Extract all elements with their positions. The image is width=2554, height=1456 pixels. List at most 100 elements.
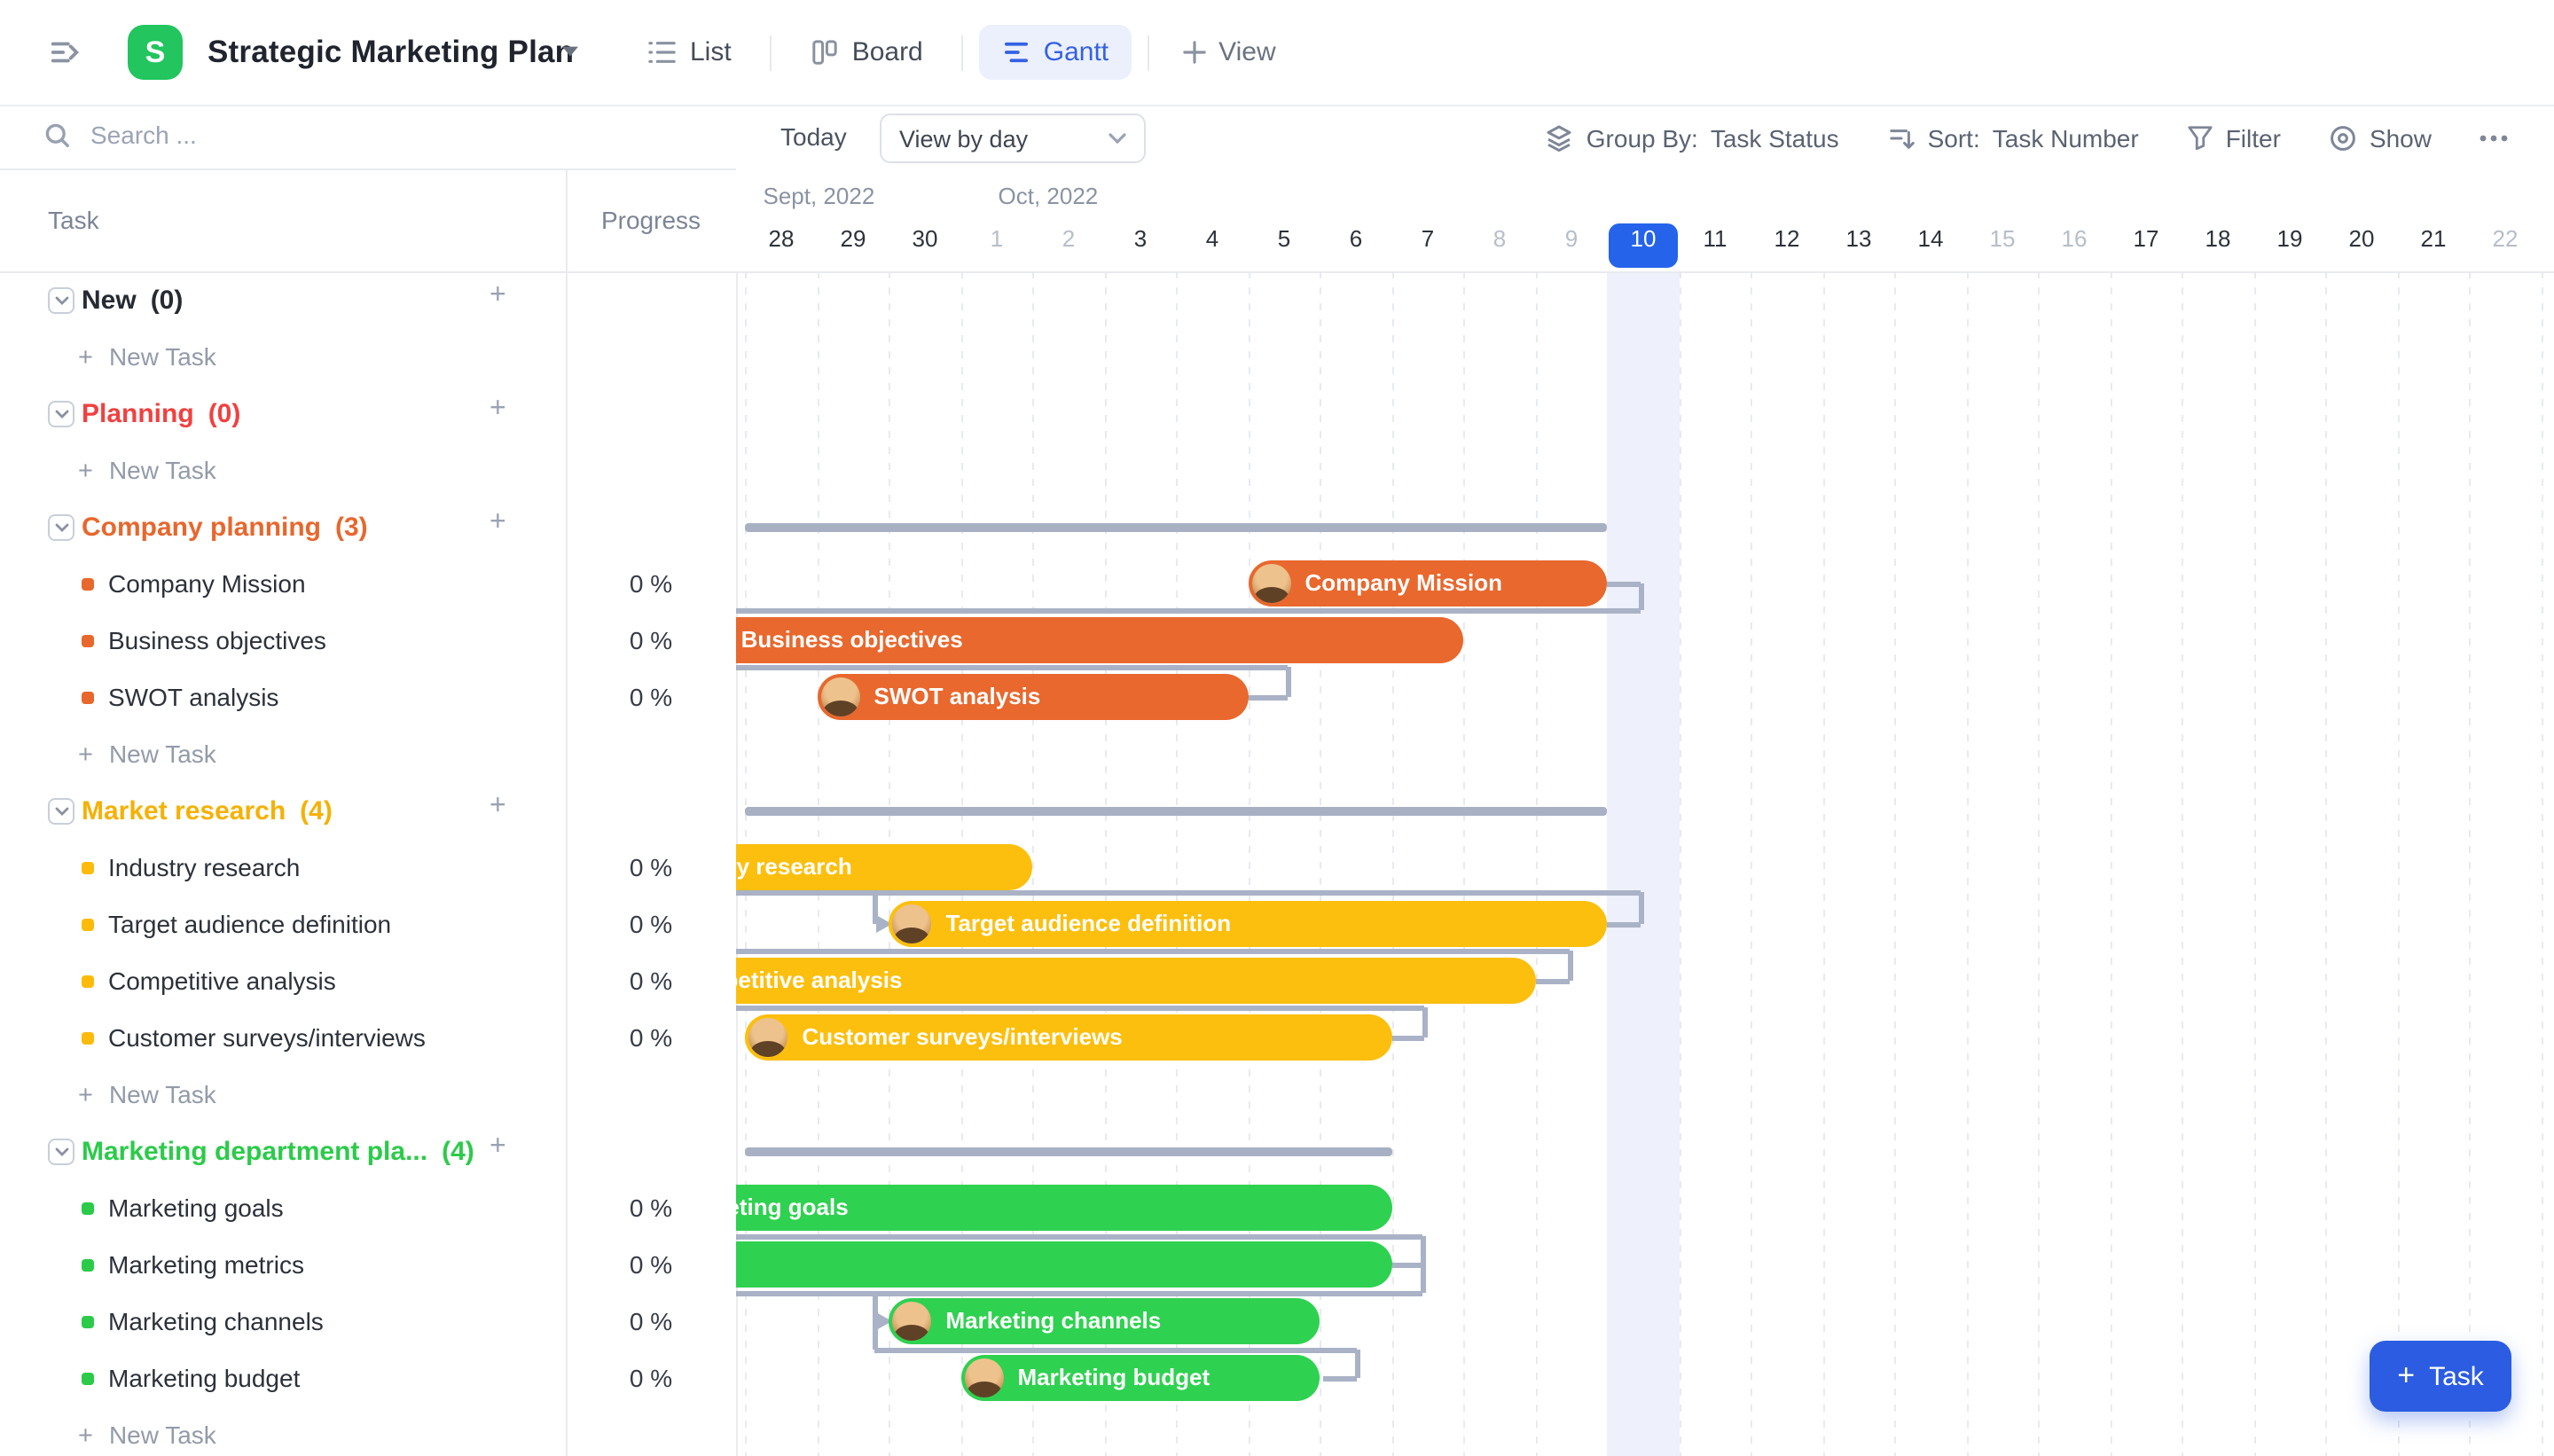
show-control[interactable]: Show bbox=[2329, 123, 2432, 152]
group-add-task-icon[interactable]: + bbox=[490, 280, 506, 310]
task-name[interactable]: Marketing channels bbox=[108, 1307, 324, 1335]
filter-control[interactable]: Filter bbox=[2187, 123, 2281, 152]
day-header-cell[interactable]: 8 bbox=[1492, 225, 1507, 252]
day-header-cell[interactable]: 6 bbox=[1349, 225, 1363, 252]
task-row[interactable]: Competitive analysis 0 % bbox=[0, 952, 736, 1009]
day-header-cell[interactable]: 21 bbox=[2420, 225, 2447, 252]
day-header-cell[interactable]: 18 bbox=[2205, 225, 2231, 252]
search-input[interactable] bbox=[87, 119, 449, 151]
task-name[interactable]: Target audience definition bbox=[108, 910, 392, 938]
task-name[interactable]: Industry research bbox=[108, 853, 301, 881]
day-header-cell[interactable]: 1 bbox=[990, 225, 1004, 252]
day-header-cell[interactable]: 10 bbox=[1630, 225, 1657, 252]
new-task-row[interactable]: + New Task bbox=[0, 1406, 736, 1456]
new-task-row[interactable]: + New Task bbox=[0, 442, 736, 498]
gantt-task-bar[interactable]: Business objectives bbox=[736, 617, 1464, 663]
day-header-cell[interactable]: 3 bbox=[1133, 225, 1148, 252]
group-name[interactable]: Company planning (3) bbox=[82, 512, 368, 542]
group-collapse-toggle[interactable] bbox=[48, 798, 74, 825]
task-row[interactable]: Business objectives 0 % bbox=[0, 612, 736, 669]
gantt-task-bar[interactable]: Customer surveys/interviews bbox=[745, 1014, 1392, 1061]
day-header-cell[interactable]: 9 bbox=[1564, 225, 1579, 252]
sort-control[interactable]: Sort: Task Number bbox=[1887, 123, 2139, 152]
task-name[interactable]: Marketing metrics bbox=[108, 1250, 304, 1279]
new-task-button[interactable]: + New Task bbox=[78, 456, 216, 486]
panel-gantt-divider[interactable] bbox=[736, 168, 738, 1456]
day-header-cell[interactable]: 14 bbox=[1917, 225, 1944, 252]
tab-gantt[interactable]: Gantt bbox=[979, 25, 1132, 80]
task-row[interactable]: Customer surveys/interviews 0 % bbox=[0, 1009, 736, 1066]
gantt-task-bar[interactable]: SWOT analysis bbox=[817, 674, 1249, 720]
group-name[interactable]: Planning (0) bbox=[82, 398, 241, 428]
gantt-task-bar[interactable]: Marketing budget bbox=[960, 1355, 1320, 1401]
new-task-row[interactable]: + New Task bbox=[0, 1066, 736, 1123]
title-caret-icon[interactable] bbox=[562, 46, 578, 57]
task-name[interactable]: Marketing budget bbox=[108, 1364, 301, 1392]
new-task-button[interactable]: + New Task bbox=[78, 342, 216, 372]
gantt-task-bar[interactable]: Marketing channels bbox=[889, 1298, 1320, 1344]
new-task-button[interactable]: + New Task bbox=[78, 1421, 216, 1451]
task-row[interactable]: SWOT analysis 0 % bbox=[0, 669, 736, 725]
gantt-task-bar[interactable]: Competitive analysis bbox=[736, 958, 1536, 1004]
task-row[interactable]: Industry research 0 % bbox=[0, 839, 736, 896]
day-header-cell[interactable]: 29 bbox=[840, 225, 866, 252]
sidebar-toggle-icon[interactable] bbox=[48, 35, 82, 69]
task-name[interactable]: Business objectives bbox=[108, 626, 326, 654]
day-header-cell[interactable]: 20 bbox=[2348, 225, 2375, 252]
more-control[interactable] bbox=[2480, 134, 2508, 141]
group-collapse-toggle[interactable] bbox=[48, 401, 74, 427]
task-row[interactable]: Company Mission 0 % bbox=[0, 555, 736, 612]
day-header-cell[interactable]: 2 bbox=[1062, 225, 1076, 252]
group-name[interactable]: Marketing department pla... (4) bbox=[82, 1136, 474, 1166]
group-add-task-icon[interactable]: + bbox=[490, 791, 506, 821]
group-add-task-icon[interactable]: + bbox=[490, 394, 506, 424]
task-name[interactable]: Marketing goals bbox=[108, 1194, 284, 1222]
day-header-cell[interactable]: 16 bbox=[2061, 225, 2088, 252]
task-name[interactable]: Competitive analysis bbox=[108, 967, 336, 995]
tab-board[interactable]: Board bbox=[788, 25, 946, 80]
gantt-task-bar[interactable]: Marketing goals bbox=[736, 1185, 1392, 1231]
day-header-cell[interactable]: 13 bbox=[1845, 225, 1872, 252]
day-header-cell[interactable]: 11 bbox=[1703, 225, 1727, 252]
task-row[interactable]: Marketing budget 0 % bbox=[0, 1350, 736, 1406]
group-add-task-icon[interactable]: + bbox=[490, 1131, 506, 1162]
new-task-button[interactable]: + New Task bbox=[78, 1080, 216, 1110]
new-task-row[interactable]: + New Task bbox=[0, 725, 736, 782]
add-view-button[interactable]: View bbox=[1165, 25, 1294, 80]
gantt-task-bar[interactable]: Company Mission bbox=[1248, 560, 1608, 607]
task-row[interactable]: Marketing channels 0 % bbox=[0, 1293, 736, 1350]
tab-list[interactable]: List bbox=[624, 25, 755, 80]
gantt-task-bar[interactable]: Marketing metrics bbox=[736, 1241, 1392, 1288]
day-header-cell[interactable]: 7 bbox=[1421, 225, 1435, 252]
task-row[interactable]: Marketing goals 0 % bbox=[0, 1179, 736, 1236]
task-name[interactable]: Customer surveys/interviews bbox=[108, 1023, 426, 1052]
day-header-cell[interactable]: 17 bbox=[2133, 225, 2159, 252]
task-name[interactable]: SWOT analysis bbox=[108, 683, 279, 711]
day-header-cell[interactable]: 28 bbox=[768, 225, 795, 252]
group-collapse-toggle[interactable] bbox=[48, 1139, 74, 1165]
task-row[interactable]: Marketing metrics 0 % bbox=[0, 1236, 736, 1293]
space-logo[interactable]: S bbox=[128, 25, 183, 80]
group-collapse-toggle[interactable] bbox=[48, 514, 74, 541]
new-task-button[interactable]: + New Task bbox=[78, 740, 216, 770]
day-header-cell[interactable]: 22 bbox=[2492, 225, 2519, 252]
group-by-control[interactable]: Group By: Task Status bbox=[1546, 123, 1839, 152]
gantt-task-bar[interactable]: Industry research bbox=[736, 844, 1033, 890]
day-header-cell[interactable]: 19 bbox=[2276, 225, 2303, 252]
day-header-cell[interactable]: 30 bbox=[912, 225, 938, 252]
new-task-row[interactable]: + New Task bbox=[0, 328, 736, 385]
add-task-button[interactable]: + Task bbox=[2370, 1341, 2511, 1412]
day-header-cell[interactable]: 5 bbox=[1277, 225, 1291, 252]
day-header-cell[interactable]: 15 bbox=[1989, 225, 2016, 252]
task-row[interactable]: Target audience definition 0 % bbox=[0, 896, 736, 952]
today-button[interactable]: Today bbox=[780, 122, 847, 151]
group-collapse-toggle[interactable] bbox=[48, 287, 74, 314]
view-by-select[interactable]: View by day bbox=[880, 114, 1146, 163]
gantt-task-bar[interactable]: Target audience definition bbox=[889, 901, 1608, 947]
day-header-cell[interactable]: 4 bbox=[1205, 225, 1219, 252]
group-name[interactable]: New (0) bbox=[82, 285, 184, 315]
group-name[interactable]: Market research (4) bbox=[82, 795, 333, 826]
day-header-cell[interactable]: 12 bbox=[1774, 225, 1800, 252]
group-add-task-icon[interactable]: + bbox=[490, 507, 506, 537]
task-name[interactable]: Company Mission bbox=[108, 569, 306, 598]
